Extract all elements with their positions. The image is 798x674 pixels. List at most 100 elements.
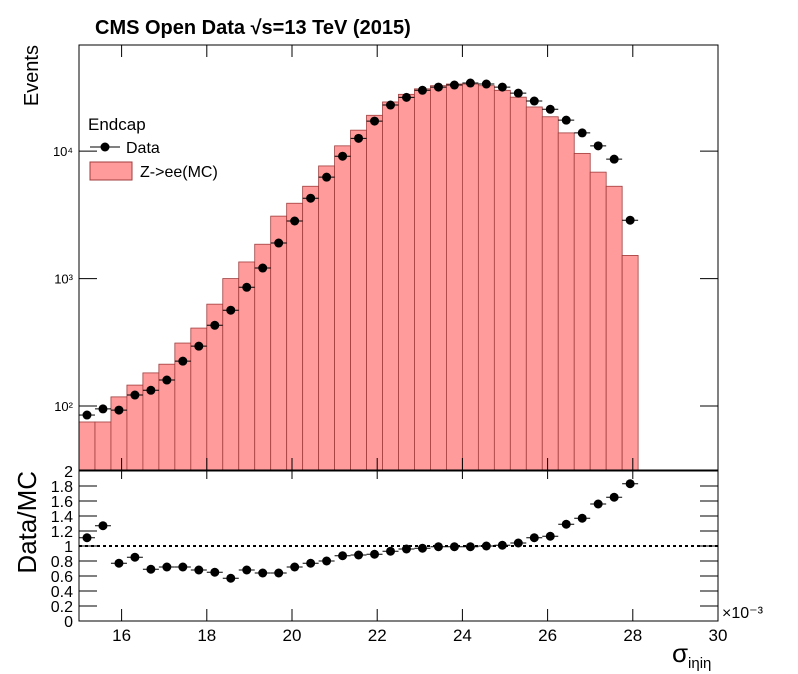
ratio-point — [306, 558, 316, 568]
frame — [78, 470, 719, 622]
data-point — [146, 385, 156, 395]
legend-swatch — [89, 161, 133, 181]
y-tick-label: 1.8 — [51, 479, 73, 496]
mc-bar — [286, 202, 304, 471]
mc-bar — [573, 152, 591, 471]
data-point — [465, 78, 475, 88]
data-point — [162, 375, 172, 385]
data-point — [178, 356, 188, 366]
x-axis-label: σiηiη — [672, 638, 711, 672]
mc-bar — [589, 171, 607, 471]
mc-bar — [318, 165, 336, 471]
y-tick-label: 0.6 — [51, 569, 73, 586]
mc-bar — [270, 215, 288, 471]
ratio-point — [82, 533, 92, 543]
y-tick-label: 1.2 — [51, 524, 73, 541]
x-tick-label: 22 — [368, 626, 387, 645]
data-point — [114, 405, 124, 415]
ratio-point — [210, 567, 220, 577]
data-point — [433, 82, 443, 92]
x-tick-label: 28 — [623, 626, 642, 645]
mc-bar — [350, 129, 367, 471]
data-point — [625, 215, 635, 225]
ratio-point — [354, 550, 364, 560]
data-point — [242, 282, 252, 292]
data-point — [130, 390, 140, 400]
x-tick-label: 20 — [283, 626, 302, 645]
x-scale-label: ×10⁻³ — [722, 605, 764, 622]
mc-bar — [493, 89, 511, 471]
data-point — [370, 116, 380, 126]
ratio-point — [625, 479, 635, 489]
data-point — [354, 133, 364, 143]
mc-bar — [238, 261, 256, 471]
x-tick-label: 16 — [112, 626, 131, 645]
data-point — [561, 115, 571, 125]
frame — [78, 44, 719, 471]
legend-label: Z->ee(MC) — [140, 164, 218, 181]
y-tick-label: 1 — [64, 539, 73, 556]
ratio-point — [545, 531, 555, 541]
data-point — [545, 104, 555, 114]
ratio-point — [386, 546, 396, 556]
data-point — [338, 151, 348, 161]
y-tick-label: 0.4 — [51, 584, 73, 601]
x-tick-label: 30 — [709, 626, 728, 645]
ratio-point — [258, 568, 268, 578]
mc-bar — [557, 132, 575, 471]
mc-bar — [477, 85, 495, 471]
y-tick-label: 10³ — [54, 272, 73, 287]
ratio-point — [593, 499, 603, 509]
mc-bar — [398, 93, 415, 471]
mc-bar — [461, 83, 479, 471]
data-point — [449, 80, 459, 90]
ratio-point — [561, 519, 571, 529]
ratio-point — [114, 558, 124, 568]
data-point — [226, 305, 236, 315]
mc-bar — [78, 421, 96, 471]
ratio-point — [577, 513, 587, 523]
ratio-point — [481, 541, 491, 551]
x-axis-label-sub: iηiη — [688, 655, 711, 672]
ratio-axis-label: Data/MC — [12, 471, 42, 574]
chart-title: CMS Open Data √s=13 TeV (2015) — [95, 17, 411, 39]
ratio-point — [226, 573, 236, 583]
ratio-point — [322, 556, 332, 566]
ratio-point — [370, 549, 380, 559]
ratio-point — [465, 542, 475, 552]
ratio-point — [98, 521, 108, 531]
data-point — [322, 172, 332, 182]
mc-bar — [541, 116, 559, 471]
data-point — [98, 404, 108, 414]
ratio-point — [146, 564, 156, 574]
data-point — [417, 85, 427, 95]
ratio-point — [417, 543, 427, 553]
ratio-point — [433, 542, 443, 552]
y-tick-label: 10⁴ — [53, 144, 73, 159]
ratio-point — [529, 533, 539, 543]
ratio-point — [290, 562, 300, 572]
data-point — [210, 320, 220, 330]
mc-bar — [334, 145, 351, 471]
ratio-point — [401, 544, 411, 554]
legend-label: Data — [126, 140, 160, 157]
x-tick-label: 26 — [538, 626, 557, 645]
data-point — [306, 193, 316, 203]
x-axis-label-main: σ — [672, 638, 688, 668]
data-point — [577, 128, 587, 138]
mc-bar — [414, 88, 431, 471]
ratio-point — [449, 542, 459, 552]
x-tick-label: 18 — [197, 626, 216, 645]
y-axis-label: Events — [21, 45, 43, 106]
mc-bar — [509, 96, 527, 471]
mc-bar — [254, 243, 272, 471]
ratio-point — [178, 562, 188, 572]
x-tick-label: 24 — [453, 626, 472, 645]
data-point — [481, 79, 491, 89]
legend-title: Endcap — [88, 115, 146, 134]
ratio-point — [609, 492, 619, 502]
data-point — [290, 216, 300, 226]
mc-bar — [525, 106, 543, 471]
y-tick-label: 2 — [64, 464, 73, 481]
ratio-point — [497, 540, 507, 550]
